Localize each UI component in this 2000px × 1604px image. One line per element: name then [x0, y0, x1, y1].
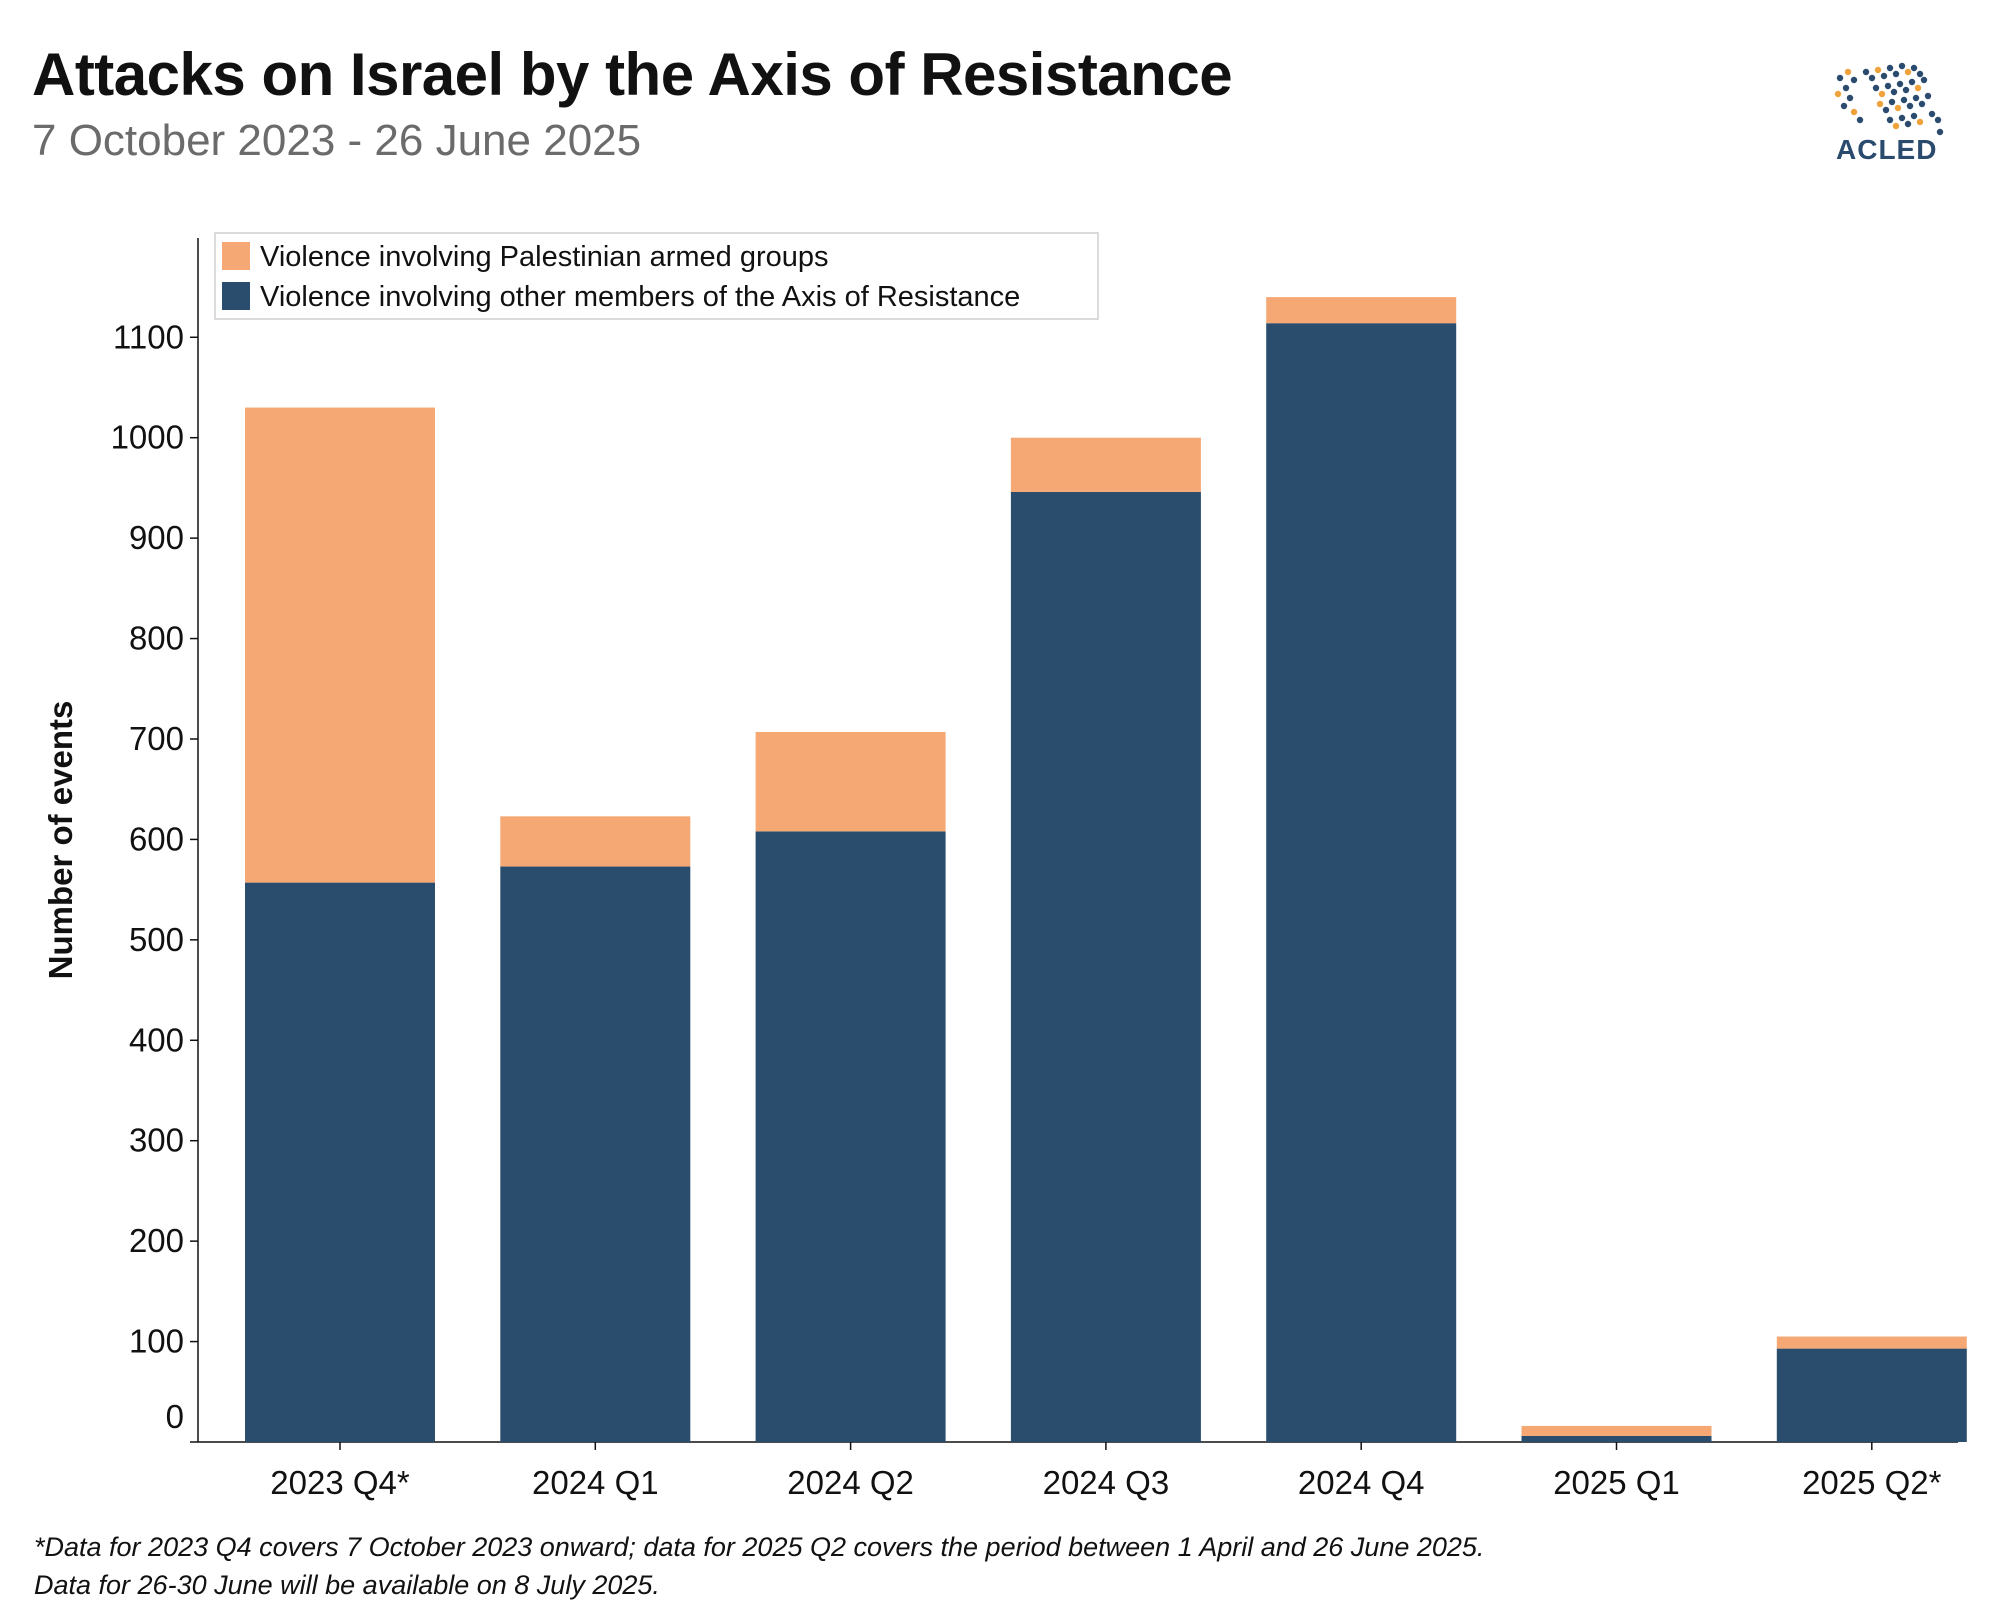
logo-dot — [1886, 64, 1894, 72]
logo-dot — [1844, 68, 1852, 76]
bar-axis-other — [500, 866, 691, 1442]
logo-dot — [1884, 82, 1892, 90]
logo-dot — [1892, 70, 1900, 78]
x-tick-label: 2024 Q3 — [1043, 1464, 1170, 1501]
logo-dot — [1894, 104, 1902, 112]
logo-dot — [1880, 72, 1888, 80]
logo-dot — [1898, 62, 1906, 70]
y-tick-label: 800 — [129, 620, 184, 657]
logo-dot — [1900, 96, 1908, 104]
y-tick-label: 1000 — [111, 419, 184, 456]
logo-dot — [1898, 114, 1906, 122]
chart-title: Attacks on Israel by the Axis of Resista… — [32, 41, 1233, 108]
acled-logo-icon — [1834, 62, 1944, 136]
logo-dot — [1910, 112, 1918, 120]
logo-dot — [1890, 88, 1898, 96]
y-tick-label: 100 — [129, 1323, 184, 1360]
y-tick-label: 200 — [129, 1222, 184, 1259]
logo-dot — [1908, 78, 1916, 86]
logo-dot — [1906, 102, 1914, 110]
logo-dot — [1836, 74, 1844, 82]
footnote-line-1: *Data for 2023 Q4 covers 7 October 2023 … — [34, 1532, 1485, 1562]
logo-dot — [1840, 102, 1848, 110]
x-tick-label: 2024 Q2 — [787, 1464, 914, 1501]
bar-axis-other — [1010, 491, 1201, 1442]
logo-dot — [1920, 76, 1928, 84]
logo-dot — [1886, 116, 1894, 124]
bar-palestinian — [245, 407, 435, 883]
logo-dot — [1904, 120, 1912, 128]
logo-dot — [1856, 116, 1864, 124]
bar-palestinian — [1521, 1425, 1712, 1436]
y-tick-label: 400 — [129, 1021, 184, 1058]
bar-axis-other — [1776, 1348, 1967, 1442]
y-tick-label: 900 — [129, 519, 184, 556]
legend-label: Violence involving Palestinian armed gro… — [260, 241, 829, 273]
footnote-line-2: Data for 26-30 June will be available on… — [34, 1570, 660, 1600]
logo-dot — [1868, 74, 1876, 82]
logo-dot — [1934, 116, 1942, 124]
chart-subtitle: 7 October 2023 - 26 June 2025 — [32, 116, 642, 165]
bar-palestinian — [500, 816, 691, 867]
logo-dot — [1876, 100, 1884, 108]
logo-dot — [1850, 76, 1858, 84]
logo-dot — [1918, 100, 1926, 108]
x-tick-label: 2023 Q4* — [270, 1464, 410, 1501]
logo-dot — [1834, 90, 1842, 98]
bar-palestinian — [1776, 1336, 1967, 1349]
legend-box — [214, 232, 1099, 320]
logo-dot — [1914, 84, 1922, 92]
logo-dot — [1862, 68, 1870, 76]
y-tick-label: 0 — [166, 1398, 184, 1435]
logo-dot — [1872, 84, 1880, 92]
bar-palestinian — [755, 731, 946, 832]
legend-label: Violence involving other members of the … — [260, 281, 1020, 313]
logo-text: ACLED — [1836, 134, 1938, 165]
logo-dot — [1874, 66, 1882, 74]
logo-dot — [1904, 68, 1912, 76]
logo-dot — [1882, 106, 1890, 114]
logo-dot — [1892, 122, 1900, 130]
logo-dot — [1910, 64, 1918, 72]
y-tick-label: 300 — [129, 1122, 184, 1159]
logo-dot — [1902, 86, 1910, 94]
bar-palestinian — [1266, 297, 1457, 324]
x-tick-label: 2025 Q1 — [1553, 1464, 1680, 1501]
y-tick-label: 1100 — [113, 318, 184, 355]
legend-swatch — [222, 242, 250, 270]
stacked-bar-chart: 0 100 200 300 400 500 600 700 800 900 1000 1100 Numb… — [42, 232, 1967, 1501]
bar-axis-other — [1521, 1435, 1712, 1442]
logo-dot — [1896, 80, 1904, 88]
x-tick-label: 2025 Q2* — [1802, 1464, 1942, 1501]
x-tick-label: 2024 Q1 — [532, 1464, 659, 1501]
logo-dot — [1936, 128, 1944, 136]
bar-palestinian — [1010, 437, 1201, 492]
y-tick-label: 500 — [129, 921, 184, 958]
y-tick-label: 600 — [129, 820, 184, 857]
logo-dot — [1916, 118, 1924, 126]
bar-axis-other — [755, 831, 946, 1442]
logo-dot — [1842, 84, 1850, 92]
logo-dot — [1878, 90, 1886, 98]
x-tick-label: 2024 Q4 — [1298, 1464, 1425, 1501]
logo-dot — [1846, 94, 1854, 102]
bar-axis-other — [1266, 323, 1457, 1442]
y-tick-label: 700 — [129, 720, 184, 757]
logo-dot — [1888, 98, 1896, 106]
logo-dot — [1928, 110, 1936, 118]
bar-axis-other — [245, 882, 435, 1442]
logo-dot — [1912, 94, 1920, 102]
legend: Violence involving Palestinian armed gro… — [214, 232, 1099, 320]
logo-dot — [1850, 108, 1858, 116]
footnote: *Data for 2023 Q4 covers 7 October 2023 … — [34, 1528, 1484, 1604]
legend-swatch — [222, 282, 250, 310]
logo-dot — [1916, 70, 1924, 78]
y-axis-title: Number of events — [42, 701, 79, 980]
logo-dot — [1924, 92, 1932, 100]
